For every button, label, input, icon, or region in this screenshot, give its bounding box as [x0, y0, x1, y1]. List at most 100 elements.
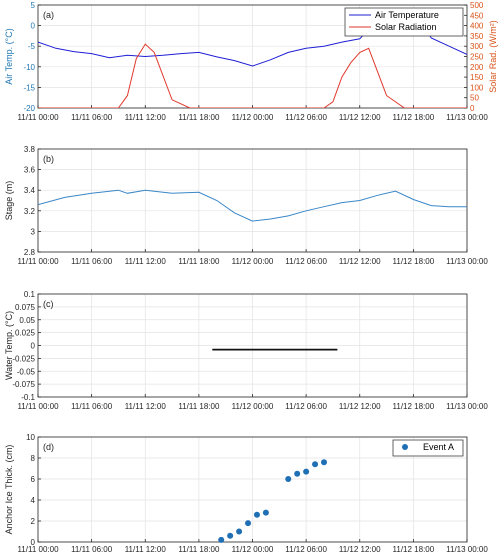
y-tick-label: 10	[26, 433, 35, 442]
x-tick-label: 11/12 00:00	[232, 113, 274, 122]
x-tick-label: 11/11 00:00	[17, 257, 59, 266]
x-tick-label: 11/12 06:00	[285, 545, 327, 554]
y2-tick-label: 50	[470, 94, 479, 103]
y-tick-label: 5	[31, 1, 36, 10]
y-tick-label: -0.075	[12, 380, 35, 389]
y-tick-label: 0.1	[24, 290, 36, 299]
x-tick-label: 11/13 00:00	[446, 545, 488, 554]
y-tick-label: 3.6	[24, 166, 36, 175]
data-point	[253, 511, 260, 518]
y-tick-label: 2.8	[24, 248, 36, 257]
panel-label: (b)	[43, 154, 54, 164]
x-tick-label: 11/13 00:00	[446, 113, 488, 122]
data-point	[262, 509, 269, 516]
x-tick-label: 11/12 06:00	[285, 402, 327, 411]
x-tick-label: 11/11 12:00	[125, 545, 167, 554]
y-tick-label: 8	[31, 454, 36, 463]
x-tick-label: 11/12 06:00	[285, 257, 327, 266]
y-tick-label: -10	[23, 63, 35, 72]
y2-tick-label: 0	[470, 104, 475, 113]
x-tick-label: 11/11 00:00	[17, 545, 59, 554]
x-tick-label: 11/13 00:00	[446, 257, 488, 266]
x-tick-label: 11/11 12:00	[125, 257, 167, 266]
data-point	[236, 528, 243, 535]
x-tick-label: 11/11 18:00	[178, 545, 220, 554]
x-tick-label: 11/12 18:00	[393, 113, 435, 122]
y-tick-label: 3	[31, 227, 36, 236]
y-tick-label: 0	[31, 22, 36, 31]
legend: Event A	[392, 439, 464, 457]
y-axis-label: Anchor Ice Thick. (cm)	[4, 445, 14, 535]
y2-tick-label: 400	[470, 22, 484, 31]
y2-tick-label: 350	[470, 32, 484, 41]
y-tick-label: -0.1	[21, 393, 35, 402]
x-tick-label: 11/12 00:00	[232, 545, 274, 554]
y-tick-label: 3.8	[24, 145, 36, 154]
y-tick-label: -15	[23, 83, 35, 92]
x-tick-label: 11/12 00:00	[232, 402, 274, 411]
panel-a: 11/11 00:00 11/11 06:00 11/11 12:00 11/11 1…	[4, 1, 498, 122]
x-tick-label: 11/11 06:00	[71, 113, 113, 122]
y2-tick-label: 250	[470, 53, 484, 62]
x-tick-label: 11/12 12:00	[339, 113, 381, 122]
y-axis-label: Air Temp. (°C)	[4, 28, 14, 84]
y2-tick-label: 100	[470, 83, 484, 92]
panel-c: 11/11 00:00 11/11 06:00 11/11 12:00 11/11 1…	[4, 290, 488, 411]
y-tick-label: -0.025	[12, 354, 35, 363]
data-point	[218, 536, 225, 543]
y-tick-label: -20	[23, 104, 35, 113]
y2-axis-label: Solar Rad. (W/m²)	[488, 20, 498, 93]
y2-tick-label: 200	[470, 63, 484, 72]
x-tick-label: 11/13 00:00	[446, 402, 488, 411]
y-tick-label: 6	[31, 475, 36, 484]
x-tick-label: 11/12 06:00	[285, 113, 327, 122]
panel-d: 11/11 00:00 11/11 06:00 11/11 12:00 11/11 1…	[4, 433, 488, 554]
x-tick-label: 11/11 06:00	[71, 402, 113, 411]
x-tick-label: 11/12 12:00	[339, 257, 381, 266]
legend-box	[392, 439, 464, 457]
data-point	[245, 520, 252, 527]
x-tick-label: 11/11 12:00	[125, 402, 167, 411]
series-stage-line	[38, 189, 467, 222]
y-tick-label: 0.05	[19, 316, 35, 325]
x-tick-label: 11/11 18:00	[178, 402, 220, 411]
x-tick-label: 11/11 18:00	[178, 257, 220, 266]
x-tick-label: 11/11 00:00	[17, 402, 59, 411]
series-solar-radiation-line	[38, 43, 467, 108]
data-point	[321, 459, 327, 466]
y2-tick-label: 500	[470, 1, 484, 10]
panel-label: (c)	[43, 299, 54, 309]
legend-marker	[402, 444, 408, 450]
y-tick-label: 0.025	[15, 329, 36, 338]
y-tick-label: 0	[31, 342, 36, 351]
legend-entry: Solar Radiation	[375, 22, 437, 32]
y2-tick-label: 450	[470, 11, 484, 20]
x-tick-label: 11/12 12:00	[339, 545, 381, 554]
y2-tick-label: 150	[470, 73, 484, 82]
data-point	[294, 470, 301, 477]
y-tick-label: -5	[28, 42, 36, 51]
panel-label: (a)	[43, 10, 54, 20]
y-tick-label: 3.4	[24, 186, 36, 195]
data-point	[285, 476, 292, 482]
y-tick-label: -0.05	[17, 367, 36, 376]
y2-tick-label: 300	[470, 42, 484, 51]
legend-entry: Air Temperature	[375, 10, 439, 20]
legend-box	[344, 7, 464, 37]
x-tick-label: 11/11 18:00	[178, 113, 220, 122]
legend-entry: Event A	[423, 442, 454, 452]
x-tick-label: 11/12 00:00	[232, 257, 274, 266]
x-tick-label: 11/12 12:00	[339, 402, 381, 411]
y-tick-label: 2	[31, 517, 36, 526]
x-tick-label: 11/11 06:00	[71, 257, 113, 266]
x-tick-label: 11/11 00:00	[17, 113, 59, 122]
data-point	[312, 461, 319, 468]
x-tick-label: 11/11 12:00	[125, 113, 167, 122]
legend: Air Temperature Solar Radiation	[344, 7, 464, 37]
x-tick-label: 11/12 18:00	[393, 402, 435, 411]
y-tick-label: 4	[31, 496, 36, 505]
x-tick-label: 11/12 18:00	[393, 257, 435, 266]
y-tick-label: 0.075	[15, 303, 36, 312]
y-tick-label: 0	[31, 538, 36, 547]
